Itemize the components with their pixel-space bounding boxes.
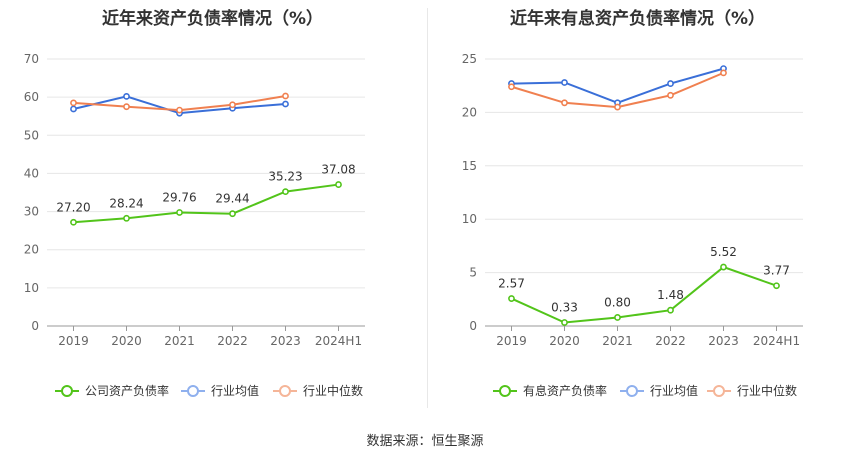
y-tick-label: 40 [24,166,39,180]
chart-svg-interest-debt-ratio: 0 5 10 15 20 25 2019 2020 2021 2022 2023 2024H1 2.57… [462,52,803,398]
data-point [123,103,130,111]
x-tick-label: 2019 [496,334,527,348]
data-point [282,100,289,108]
legend-label: 行业均值 [211,383,259,398]
x-tick-label: 2022 [655,334,686,348]
data-point [70,105,77,113]
legend-marker [713,385,725,397]
y-tick-label: 25 [462,52,477,66]
x-tick-label: 2021 [164,334,195,348]
data-point [667,91,674,99]
data-label: 35.23 [268,170,302,184]
data-point [561,79,568,86]
data-point [508,83,515,91]
data-point [720,263,727,271]
x-tick-label: 2019 [58,334,89,348]
y-tick-label: 20 [24,243,39,257]
series-line-0 [511,265,777,324]
data-source-note: 数据来源：恒生聚源 [366,434,484,449]
data-point [561,99,568,107]
data-point [720,69,727,77]
chart-debt-ratio: 近年来资产负债率情况（%） 0 10 20 30 40 50 60 70 2019 2020 202… [0,0,425,400]
series-line-0 [73,183,339,224]
y-tick-label: 70 [24,52,39,66]
data-point [667,306,674,314]
x-tick-label: 2024H1 [315,334,362,348]
chart-title: 近年来有息资产负债率情况（%） [509,9,766,29]
data-point [176,209,183,216]
data-label: 27.20 [56,200,90,214]
data-point [282,188,289,196]
data-point [282,92,289,100]
legend-label: 行业中位数 [737,383,797,398]
legend-marker [626,385,638,397]
legend-marker [499,385,511,397]
x-tick-label: 2024H1 [753,334,800,348]
data-label: 1.48 [657,288,684,302]
x-tick-label: 2023 [708,334,739,348]
legend-marker [279,385,291,397]
y-tick-label: 10 [24,281,39,295]
data-label: 2.57 [498,277,525,291]
y-tick-label: 60 [24,90,39,104]
y-tick-label: 15 [462,159,477,173]
y-tick-label: 20 [462,105,477,119]
data-label: 37.08 [321,163,355,177]
x-tick-label: 2020 [549,334,580,348]
data-point [508,295,515,302]
y-tick-label: 5 [469,266,477,280]
data-point [561,319,568,326]
data-point [335,181,342,188]
x-tick-label: 2021 [602,334,633,348]
chart-title: 近年来资产负债率情况（%） [101,9,324,29]
y-tick-label: 0 [31,319,39,333]
data-label: 0.80 [604,295,631,309]
x-tick-label: 2023 [270,334,301,348]
data-point [614,314,621,321]
chart-svg-debt-ratio: 0 10 20 30 40 50 60 70 2019 2020 2021 2022 2023 2024H… [24,52,365,398]
data-point [229,210,236,218]
chart-interest-debt-ratio: 近年来有息资产负债率情况（%） 0 5 10 15 20 25 2019 2020 2021 20… [425,0,850,400]
data-point [614,103,621,111]
x-tick-label: 2020 [111,334,142,348]
legend-label: 有息资产负债率 [523,383,607,398]
legend-marker [61,385,73,397]
legend-label: 公司资产负债率 [85,383,169,398]
legend-label: 行业中位数 [303,383,363,398]
panel-divider [427,8,428,408]
data-label: 5.52 [710,245,737,259]
data-label: 29.76 [162,190,196,204]
data-label: 3.77 [763,264,790,278]
data-point [70,218,77,226]
y-tick-label: 0 [469,319,477,333]
data-label: 29.44 [215,192,249,206]
data-point [123,92,130,100]
data-point [229,101,236,109]
y-tick-label: 10 [462,212,477,226]
data-label: 0.33 [551,300,578,314]
data-point [70,99,77,107]
x-tick-label: 2022 [217,334,248,348]
legend-label: 行业均值 [650,383,698,398]
y-tick-label: 50 [24,128,39,142]
data-label: 28.24 [109,196,143,210]
data-point [667,80,674,87]
data-point [773,282,780,290]
data-point [123,214,130,222]
legend-marker [187,385,199,397]
y-tick-label: 30 [24,205,39,219]
data-point [176,106,183,114]
